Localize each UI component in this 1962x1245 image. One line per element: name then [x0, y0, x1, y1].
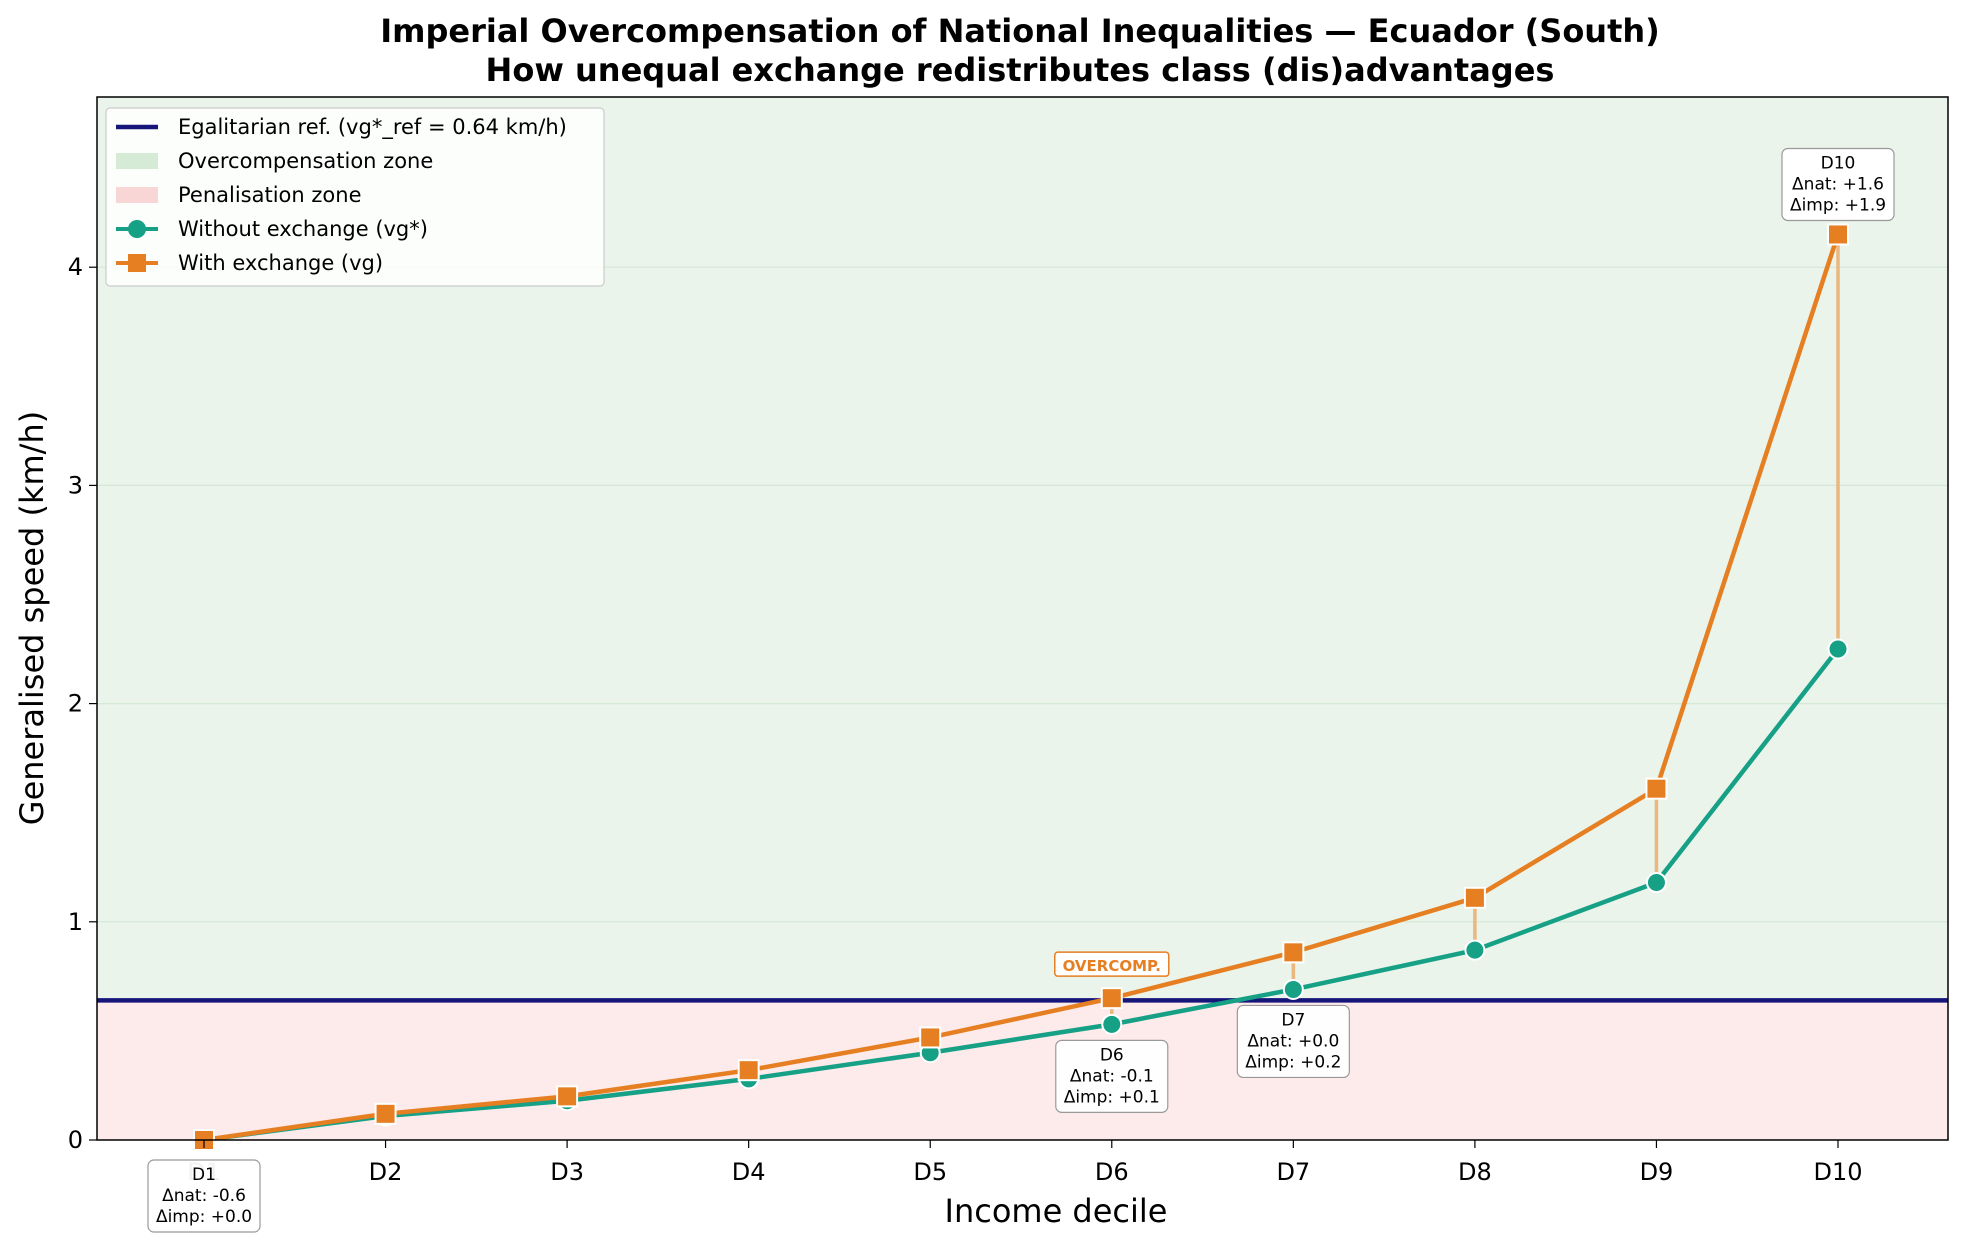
chart-title: Imperial Overcompensation of National In… [380, 12, 1660, 50]
point-without-exchange [1282, 978, 1304, 1000]
x-tick-label: D6 [1095, 1158, 1129, 1186]
plot-frame [96, 96, 1949, 1141]
point-with-exchange [374, 1102, 397, 1125]
y-tick-label: 2 [68, 690, 83, 718]
y-tick-label: 4 [68, 253, 83, 281]
y-axis-label: Generalised speed (km/h) [13, 411, 51, 825]
legend-without-exchange-marker [128, 220, 146, 238]
point-without-exchange [1101, 1013, 1123, 1035]
legend-reference-label: Egalitarian ref. (vg*_ref = 0.64 km/h) [178, 115, 567, 140]
annotation-box [1781, 147, 1895, 222]
x-tick-label: D5 [913, 1158, 947, 1186]
point-with-exchange [1645, 777, 1668, 800]
x-tick-label: D10 [1813, 1158, 1862, 1186]
point-with-exchange [556, 1085, 579, 1108]
point-with-exchange [1282, 941, 1305, 964]
overcomp-tag-box [1054, 951, 1170, 977]
x-tick-label: D9 [1640, 1158, 1674, 1186]
point-with-exchange [1463, 886, 1486, 909]
annotation-text: Δnat: -0.6 [162, 1186, 246, 1206]
annotation-box [1055, 1039, 1169, 1113]
x-tick-label: D7 [1276, 1158, 1310, 1186]
legend-with-exchange-label: With exchange (vg) [178, 251, 383, 275]
point-without-exchange [1464, 939, 1486, 961]
point-with-exchange [1100, 987, 1123, 1010]
annotation-text: Δnat: -0.1 [1070, 1066, 1154, 1086]
x-tick-label: D4 [732, 1158, 766, 1186]
annotation-text: Δimp: +0.1 [1064, 1087, 1160, 1107]
annotation-text: D6 [1100, 1045, 1124, 1065]
y-tick-label: 0 [68, 1126, 83, 1154]
legend-penalisation-swatch [116, 187, 158, 203]
y-tick-label: 1 [68, 908, 83, 936]
legend-overcompensation-label: Overcompensation zone [178, 149, 433, 173]
penalisation-zone [97, 1000, 1948, 1140]
annotation-box [147, 1159, 261, 1233]
legend-overcompensation-swatch [116, 153, 158, 169]
legend-box [105, 107, 605, 287]
x-axis-label: Income decile [945, 1192, 1168, 1230]
series-line-with-exchange [203, 233, 1841, 1143]
point-with-exchange [1827, 223, 1849, 246]
annotation-text: Δimp: +0.0 [156, 1207, 252, 1227]
x-tick-label: D8 [1458, 1158, 1492, 1186]
annotation-text: Δnat: +0.0 [1247, 1031, 1339, 1051]
legend-penalisation-label: Penalisation zone [178, 183, 362, 207]
annotation-text: Δimp: +0.2 [1245, 1052, 1341, 1072]
annotation-text: D7 [1281, 1010, 1305, 1030]
overcomp-tag: OVERCOMP. [1063, 957, 1161, 975]
series-line-without-exchange [203, 647, 1840, 1143]
x-tick-label: D3 [550, 1158, 584, 1186]
legend-without-exchange-label: Without exchange (vg*) [178, 217, 428, 241]
x-tick-label: D2 [369, 1158, 403, 1186]
annotation-box [1236, 1004, 1350, 1079]
annotation-text: D1 [192, 1165, 216, 1185]
point-with-exchange [919, 1026, 942, 1049]
y-tick-label: 3 [68, 471, 83, 499]
point-without-exchange [1645, 872, 1667, 894]
point-without-exchange [1827, 638, 1849, 660]
annotation-text: Δnat: +1.6 [1792, 174, 1884, 194]
annotation-text: Δimp: +1.9 [1790, 195, 1886, 215]
annotation-text: D10 [1821, 153, 1856, 173]
legend-with-exchange-marker [128, 254, 146, 272]
chart-subtitle: How unequal exchange redistributes class… [486, 51, 1555, 89]
point-with-exchange [737, 1059, 760, 1082]
